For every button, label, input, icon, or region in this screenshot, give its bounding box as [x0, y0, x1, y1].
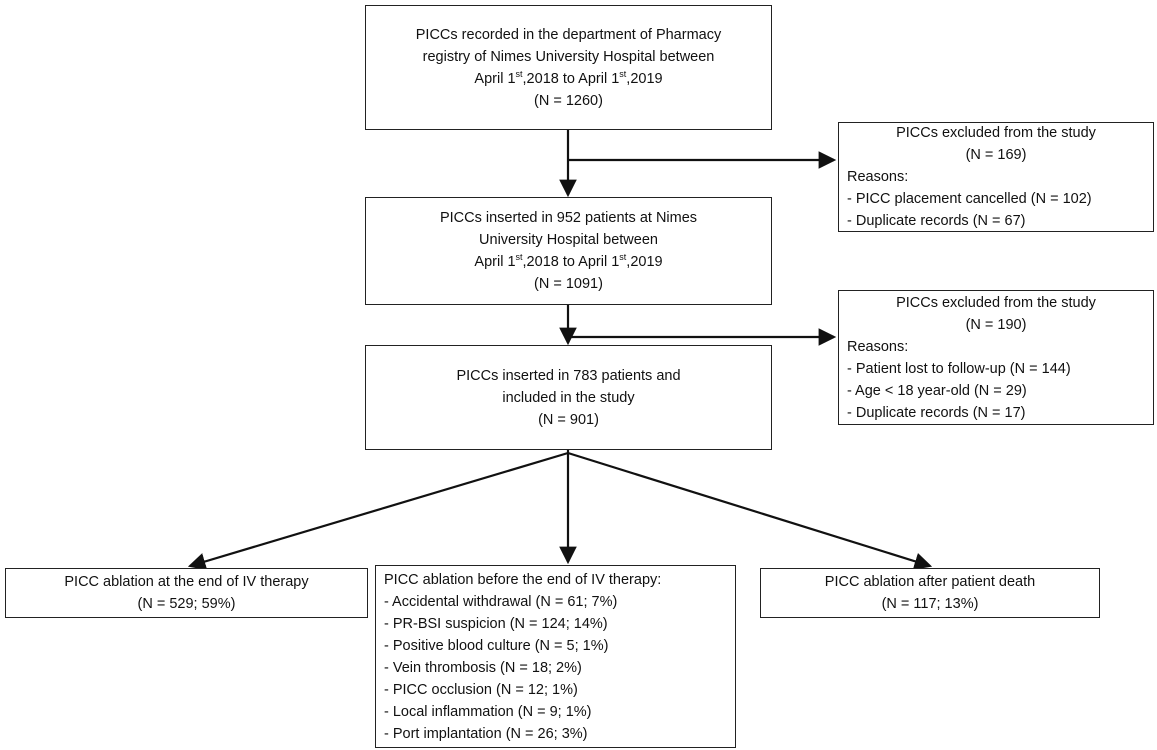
- text-line: (N = 190): [965, 316, 1027, 333]
- text-part: April 1: [474, 70, 516, 87]
- text-line: - Patient lost to follow-up (N = 144): [847, 360, 1071, 377]
- text-part: st: [515, 252, 523, 263]
- text-line: (N = 1260): [534, 92, 603, 109]
- flow-box: PICCs excluded from the study (N = 190) Re…: [838, 290, 1154, 425]
- text-line: - Duplicate records (N = 17): [847, 404, 1026, 421]
- text-line: - Vein thrombosis (N = 18; 2%): [384, 659, 582, 676]
- text-line: Reasons:: [847, 338, 909, 355]
- text-line: PICCs recorded in the department of Phar…: [415, 26, 722, 43]
- text-line: PICC ablation after patient death: [824, 574, 1036, 590]
- flow-box: PICCs recorded in the department of Phar…: [365, 5, 772, 130]
- text-part: st: [619, 68, 627, 79]
- flow-box: PICCs inserted in 783 patients and includ…: [365, 345, 772, 450]
- text-line: - PICC occlusion (N = 12; 1%): [384, 681, 578, 698]
- text-part: st: [515, 68, 523, 79]
- text-line: (N = 529; 59%): [137, 596, 236, 612]
- text-line: Reasons:: [847, 169, 909, 185]
- text-line: - Local inflammation (N = 9; 1%): [384, 703, 592, 720]
- text-line: PICCs inserted in 952 patients at Nimes: [439, 210, 698, 226]
- text-line: PICCs inserted in 783 patients and: [456, 367, 681, 384]
- text-line: (N = 169): [965, 147, 1027, 163]
- text-line: University Hospital between: [479, 232, 658, 248]
- text-line: PICC ablation before the end of IV thera…: [384, 571, 662, 588]
- flow-box: PICC ablation after patient death (N = 11…: [760, 568, 1100, 618]
- text-line: - Port implantation (N = 26; 3%): [384, 725, 588, 742]
- text-line: PICCs excluded from the study: [896, 294, 1096, 311]
- text-line: (N = 901): [538, 411, 599, 428]
- flow-box: PICC ablation before the end of IV thera…: [375, 565, 736, 748]
- flow-box: PICC ablation at the end of IV therapy (N…: [5, 568, 368, 618]
- text-line: - PICC placement cancelled (N = 102): [847, 191, 1092, 207]
- text-line: - Accidental withdrawal (N = 61; 7%): [384, 593, 618, 610]
- text-line: - Duplicate records (N = 67): [847, 213, 1026, 229]
- text-part: st: [619, 252, 627, 263]
- flow-box: PICCs excluded from the study (N = 169) Re…: [838, 122, 1154, 232]
- text-part: ,2018 to April 1: [522, 254, 620, 270]
- text-line: April 1st,2018 to April 1st,2019: [374, 251, 763, 273]
- text-line: PICCs excluded from the study: [896, 125, 1096, 141]
- text-part: April 1: [474, 254, 516, 270]
- text-line: - PR-BSI suspicion (N = 124; 14%): [384, 615, 608, 632]
- text-line: April 1st,2018 to April 1st,2019: [374, 68, 763, 90]
- text-part: ,2018 to April 1: [522, 70, 620, 87]
- text-line: - Age < 18 year-old (N = 29): [847, 382, 1027, 399]
- text-line: registry of Nimes University Hospital be…: [422, 48, 715, 65]
- arrow: [187, 451, 569, 571]
- text-line: (N = 117; 13%): [881, 596, 979, 612]
- arrow: [567, 451, 933, 570]
- text-part: ,2019: [626, 70, 663, 87]
- text-line: included in the study: [502, 389, 635, 406]
- text-line: - Positive blood culture (N = 5; 1%): [384, 637, 609, 654]
- flow-box: PICCs inserted in 952 patients at Nimes U…: [365, 197, 772, 305]
- text-line: (N = 1091): [534, 276, 603, 292]
- text-line: PICC ablation at the end of IV therapy: [64, 574, 309, 590]
- text-part: ,2019: [626, 254, 663, 270]
